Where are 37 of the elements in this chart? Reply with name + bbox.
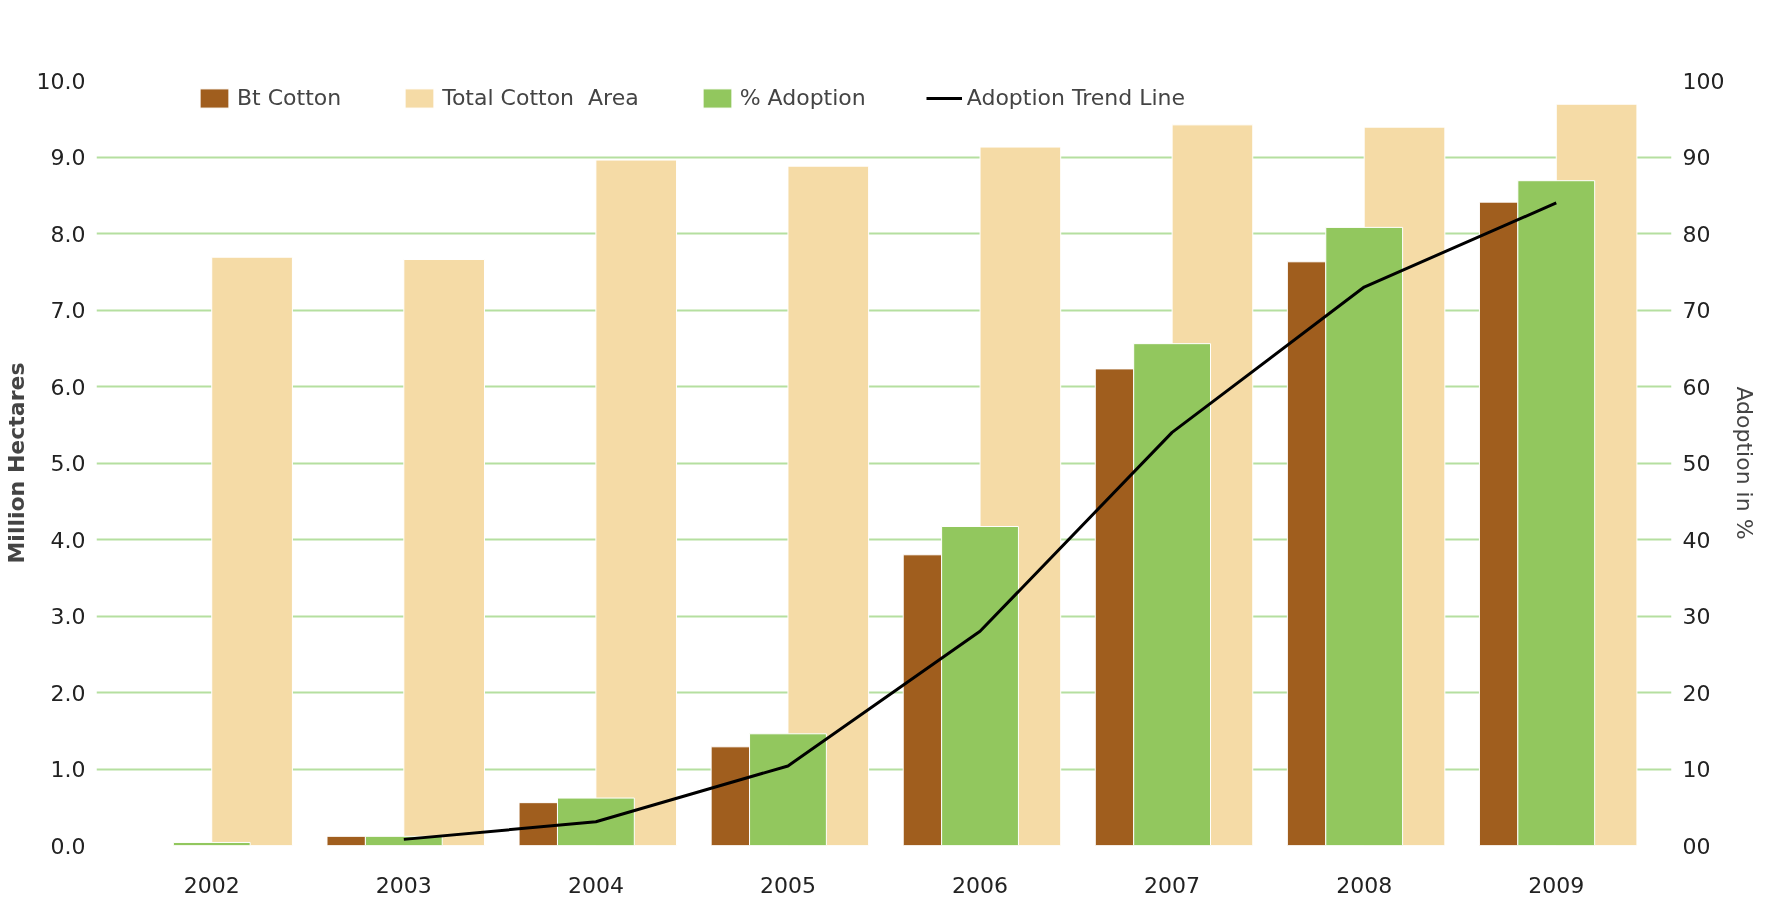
x-tick-label: 2008 xyxy=(1336,872,1393,898)
y2-tick-label: 40 xyxy=(1682,527,1711,553)
y-tick-label: 5.0 xyxy=(50,451,86,476)
legend-label: Bt Cotton xyxy=(237,85,342,110)
x-tick-label: 2005 xyxy=(759,872,816,898)
y2-tick-label: 80 xyxy=(1682,221,1711,247)
legend-label: Total Cotton Area xyxy=(442,85,639,110)
y2-axis-title: Adoption in % xyxy=(1732,386,1758,540)
y2-tick-label: 50 xyxy=(1682,451,1711,476)
y-tick-label: 2.0 xyxy=(50,680,86,706)
y2-tick-label: 90 xyxy=(1682,145,1711,170)
y-tick-label: 10.0 xyxy=(36,68,86,94)
y-tick-label: 6.0 xyxy=(50,374,86,400)
x-tick-label: 2003 xyxy=(375,872,432,898)
y-tick-label: 0.0 xyxy=(50,833,86,859)
line-series xyxy=(402,201,1558,841)
legend-label: % Adoption xyxy=(739,85,866,110)
y2-tick-label: 60 xyxy=(1682,374,1711,400)
y-axis-title: Million Hectares xyxy=(3,362,29,564)
y-tick-label: 9.0 xyxy=(50,145,86,170)
y-tick-label: 4.0 xyxy=(50,527,86,553)
x-tick-label: 2007 xyxy=(1144,872,1201,898)
legend-label: Adoption Trend Line xyxy=(966,85,1186,110)
y-tick-label: 8.0 xyxy=(50,221,86,247)
x-tick-label: 2002 xyxy=(183,872,240,898)
y-tick-label: 1.0 xyxy=(50,757,86,782)
y2-tick-label: 70 xyxy=(1682,298,1711,323)
y2-tick-label: 100 xyxy=(1682,68,1725,94)
x-tick-label: 2004 xyxy=(567,872,624,898)
y2-tick-label: 30 xyxy=(1682,604,1711,629)
y2-tick-label: 00 xyxy=(1682,833,1711,859)
x-tick-label: 2009 xyxy=(1528,872,1585,898)
y2-tick-label: 20 xyxy=(1682,680,1711,706)
y-tick-label: 7.0 xyxy=(50,298,86,323)
y2-tick-label: 10 xyxy=(1682,757,1711,782)
y-tick-label: 3.0 xyxy=(50,604,86,629)
x-tick-label: 2006 xyxy=(952,872,1009,898)
